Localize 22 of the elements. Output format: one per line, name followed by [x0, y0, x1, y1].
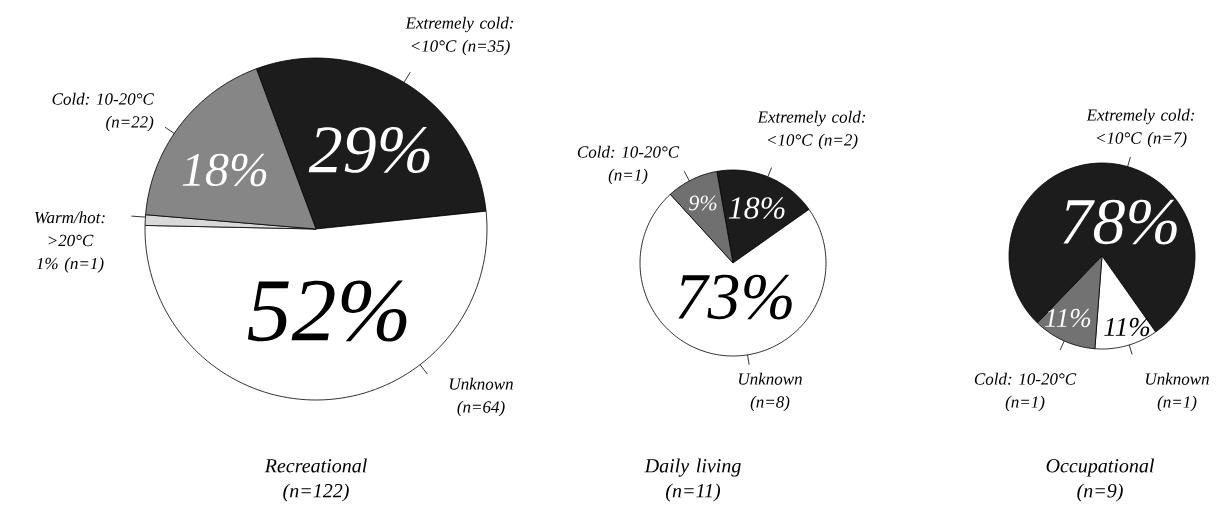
- data-label: 11%: [1104, 317, 1150, 337]
- slice-label: Unknown (n=1): [1146, 372, 1209, 412]
- data-label: 18%: [182, 153, 267, 187]
- text: Occupational (n=9): [1046, 458, 1155, 502]
- data-label: 18%: [728, 197, 785, 219]
- slice-label: Extremely cold: <10°C (n=2): [757, 110, 866, 150]
- slice-label: Cold: 10-20°C (n=1): [974, 372, 1077, 412]
- text: Recreational (n=122): [264, 458, 367, 502]
- data-label: 11%: [1045, 308, 1091, 328]
- slice-label: Extremely cold: <10°C (n=35): [405, 16, 514, 56]
- slice-label: Cold: 10-20°C (n=1): [577, 145, 680, 185]
- data-label: 29%: [308, 126, 430, 174]
- data-label: 73%: [678, 274, 792, 320]
- text: Daily living (n=11): [644, 458, 741, 502]
- data-label: 52%: [247, 280, 407, 342]
- legend-label: Warm/hot: >20°C 1% (n=1): [35, 211, 105, 273]
- slice-label: Cold: 10-20°C (n=22): [52, 92, 154, 132]
- slice-label: Extremely cold: <10°C (n=7): [1086, 108, 1195, 148]
- data-label: 78%: [1063, 199, 1177, 245]
- slice-label: Unknown (n=64): [449, 377, 513, 417]
- slice-label: Unknown (n=8): [738, 372, 802, 412]
- data-label: 9%: [688, 195, 717, 211]
